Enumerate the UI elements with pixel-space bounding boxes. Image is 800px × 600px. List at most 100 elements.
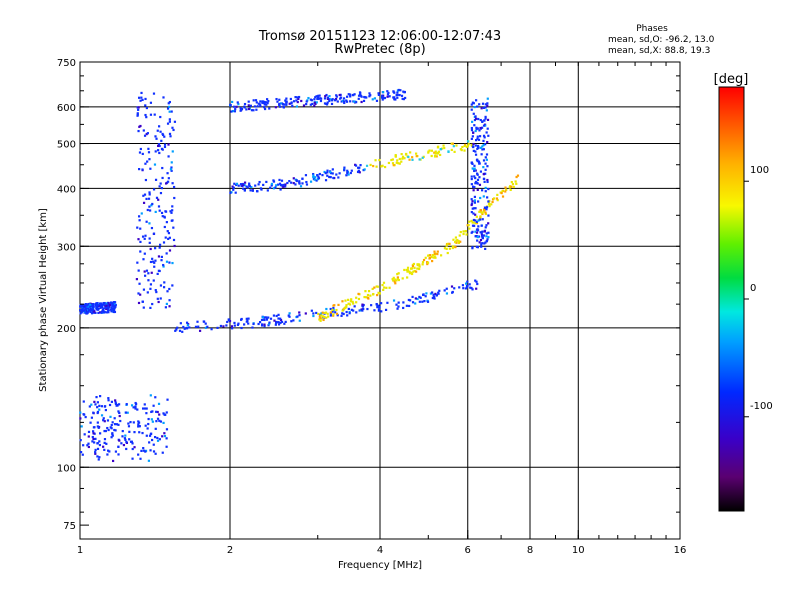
data-point xyxy=(278,103,281,106)
data-point xyxy=(236,323,240,326)
data-point xyxy=(164,210,168,213)
data-point xyxy=(260,324,264,327)
data-point xyxy=(484,247,487,251)
data-point xyxy=(98,408,101,411)
data-point xyxy=(349,95,352,98)
data-point xyxy=(470,183,473,186)
data-point xyxy=(102,445,105,448)
data-point xyxy=(288,179,291,183)
data-point xyxy=(382,281,386,284)
data-point xyxy=(231,327,234,330)
data-point xyxy=(472,145,475,149)
data-point xyxy=(400,152,403,156)
data-point xyxy=(342,312,345,316)
data-point xyxy=(486,196,489,199)
data-point xyxy=(279,317,282,320)
data-point xyxy=(429,254,432,257)
data-point xyxy=(403,91,406,94)
data-point xyxy=(314,96,317,99)
data-point xyxy=(326,101,329,104)
data-point xyxy=(448,247,451,250)
data-point xyxy=(168,120,171,123)
data-point xyxy=(484,168,487,171)
data-point xyxy=(442,144,445,147)
data-point xyxy=(401,97,404,100)
data-point xyxy=(149,287,152,290)
data-point xyxy=(319,319,322,322)
data-point xyxy=(147,417,150,421)
data-point xyxy=(151,257,154,260)
data-point xyxy=(91,308,95,311)
data-point xyxy=(156,436,159,440)
data-point xyxy=(155,290,158,294)
data-point xyxy=(474,235,477,238)
data-point xyxy=(349,300,353,303)
data-point xyxy=(79,303,82,306)
data-point xyxy=(82,303,85,307)
data-point xyxy=(432,296,435,299)
data-point xyxy=(156,129,159,132)
data-point xyxy=(163,225,166,229)
data-point xyxy=(451,142,455,145)
data-point xyxy=(472,185,475,188)
data-point xyxy=(144,450,147,453)
data-point xyxy=(100,305,103,308)
data-point xyxy=(436,250,439,253)
data-point xyxy=(430,255,433,259)
data-point xyxy=(396,307,399,310)
data-point xyxy=(483,177,486,181)
data-point xyxy=(477,200,480,203)
data-point xyxy=(406,266,410,269)
data-point xyxy=(94,403,97,406)
data-point xyxy=(392,96,395,99)
data-point xyxy=(334,97,338,101)
data-point xyxy=(393,280,396,283)
data-point xyxy=(164,236,167,239)
data-point xyxy=(450,285,454,288)
data-point xyxy=(471,246,474,249)
data-point xyxy=(148,237,151,240)
data-point xyxy=(170,161,173,164)
data-point xyxy=(111,307,114,311)
data-point xyxy=(171,284,174,287)
data-point xyxy=(156,417,160,420)
data-point xyxy=(96,306,99,309)
data-point xyxy=(171,209,174,212)
data-point xyxy=(395,279,398,282)
data-point xyxy=(171,126,174,129)
data-point xyxy=(149,247,152,251)
data-point xyxy=(316,96,320,99)
data-point xyxy=(431,253,435,257)
data-point xyxy=(350,169,353,172)
y-tick-label: 750 xyxy=(57,58,76,69)
data-point xyxy=(285,97,288,100)
data-point xyxy=(149,260,153,264)
data-point xyxy=(402,90,405,93)
data-point xyxy=(115,423,119,426)
data-point xyxy=(481,234,484,238)
data-point xyxy=(474,153,478,156)
data-point xyxy=(268,107,271,110)
data-point xyxy=(159,115,162,119)
data-point xyxy=(368,92,371,95)
data-point xyxy=(484,162,487,165)
data-point xyxy=(384,308,388,311)
data-point xyxy=(168,261,171,264)
data-point xyxy=(484,186,487,190)
data-point xyxy=(473,167,476,170)
data-point xyxy=(328,175,331,179)
data-point xyxy=(335,312,339,315)
data-point xyxy=(462,287,465,290)
data-point xyxy=(90,416,93,419)
data-point xyxy=(137,421,141,424)
data-point xyxy=(157,269,160,272)
data-point xyxy=(378,292,381,295)
data-point xyxy=(405,268,408,272)
data-point xyxy=(332,176,335,180)
data-point xyxy=(96,308,100,311)
data-point xyxy=(158,438,161,441)
data-point xyxy=(359,164,362,167)
data-point xyxy=(491,200,494,204)
data-point xyxy=(294,183,297,186)
data-point xyxy=(380,302,383,305)
